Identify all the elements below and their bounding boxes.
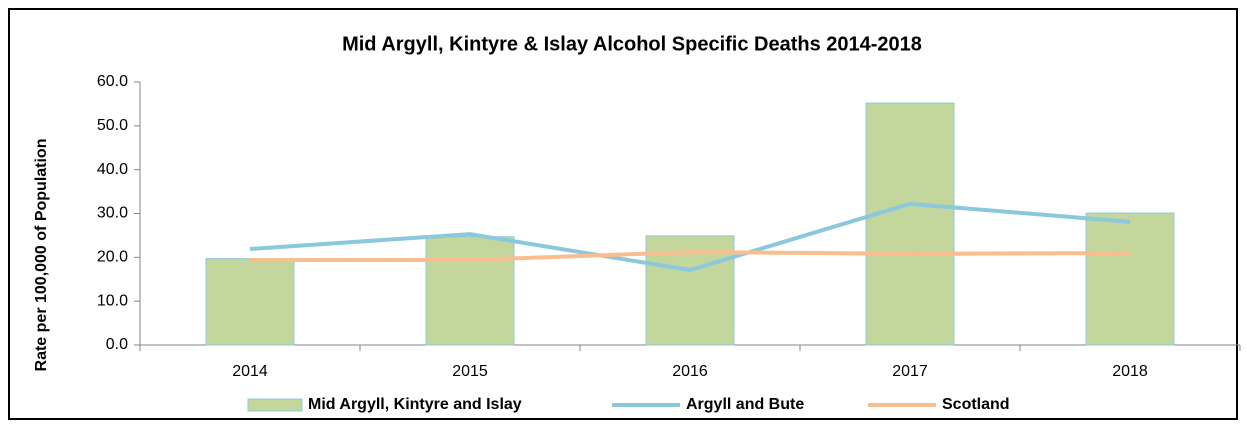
legend-swatch xyxy=(247,398,303,412)
x-tick-label: 2014 xyxy=(232,363,268,380)
y-tick-label: 20.0 xyxy=(97,249,128,266)
legend-label: Argyll and Bute xyxy=(686,396,804,413)
y-tick-label: 60.0 xyxy=(97,73,128,90)
y-tick-label: 50.0 xyxy=(97,117,128,134)
legend-label: Mid Argyll, Kintyre and Islay xyxy=(308,396,522,413)
y-tick-label: 40.0 xyxy=(97,161,128,178)
y-tick-label: 30.0 xyxy=(97,205,128,222)
y-tick-label: 10.0 xyxy=(97,292,128,309)
y-axis-title: Rate per 100,000 of Population xyxy=(33,139,50,372)
chart-title: Mid Argyll, Kintyre & Islay Alcohol Spec… xyxy=(342,33,922,55)
line xyxy=(249,201,1131,273)
legend-label: Scotland xyxy=(942,396,1010,413)
y-tick-label: 0.0 xyxy=(106,336,128,353)
x-tick-label: 2018 xyxy=(1112,363,1148,380)
x-tick-label: 2015 xyxy=(452,363,488,380)
line xyxy=(250,250,1131,262)
bar xyxy=(425,236,515,346)
x-tick-label: 2016 xyxy=(672,363,708,380)
legend: Mid Argyll, Kintyre and Islay Argyll and … xyxy=(247,396,1010,413)
bar xyxy=(205,258,295,346)
x-tick-label: 2017 xyxy=(892,363,928,380)
bar xyxy=(865,102,955,346)
bar xyxy=(1085,212,1175,346)
